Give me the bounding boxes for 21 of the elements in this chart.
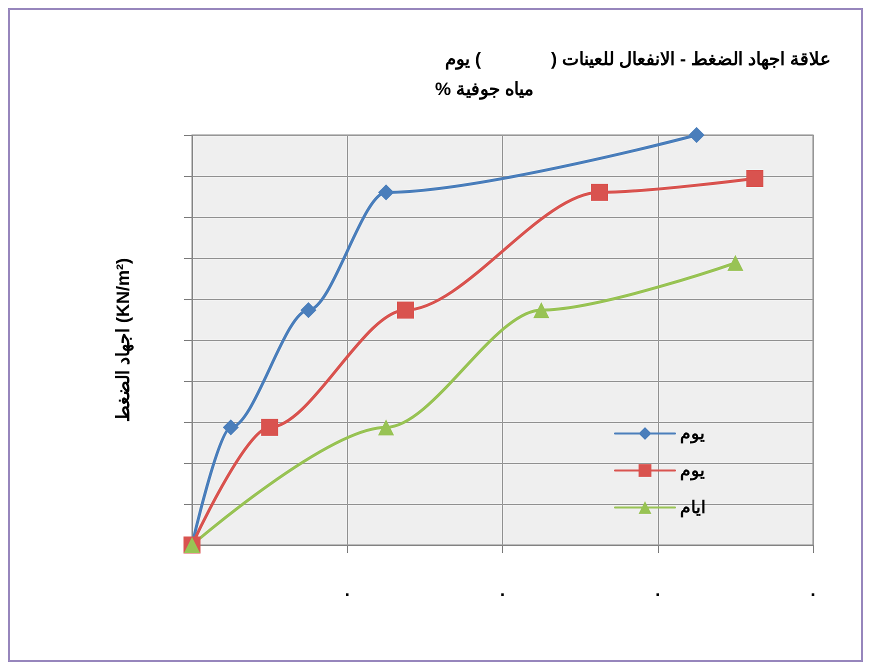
chart-subtitle: % مياه جوفية <box>435 79 534 100</box>
x-tick-label: . <box>344 580 350 600</box>
legend-label: يوم <box>680 424 705 444</box>
point <box>727 254 744 271</box>
point <box>261 418 278 436</box>
point <box>688 127 705 143</box>
legend-label: يوم <box>680 461 705 481</box>
x-tick-label: . <box>500 580 506 600</box>
point <box>591 184 608 201</box>
point <box>222 419 239 436</box>
point <box>746 170 764 187</box>
point <box>378 419 394 436</box>
y-axis-title: اجهاد الضغط (KN/m²) <box>113 258 134 422</box>
point <box>533 302 550 318</box>
point <box>300 302 316 318</box>
legend-label: ايام <box>680 498 706 518</box>
point <box>396 302 414 319</box>
chart-title: علاقة اجهاد الضغط - الانفعال للعينات ( ) يوم <box>444 49 832 70</box>
x-tick-label: . <box>810 580 816 600</box>
point <box>378 184 394 200</box>
x-tick-label: . <box>655 580 660 600</box>
